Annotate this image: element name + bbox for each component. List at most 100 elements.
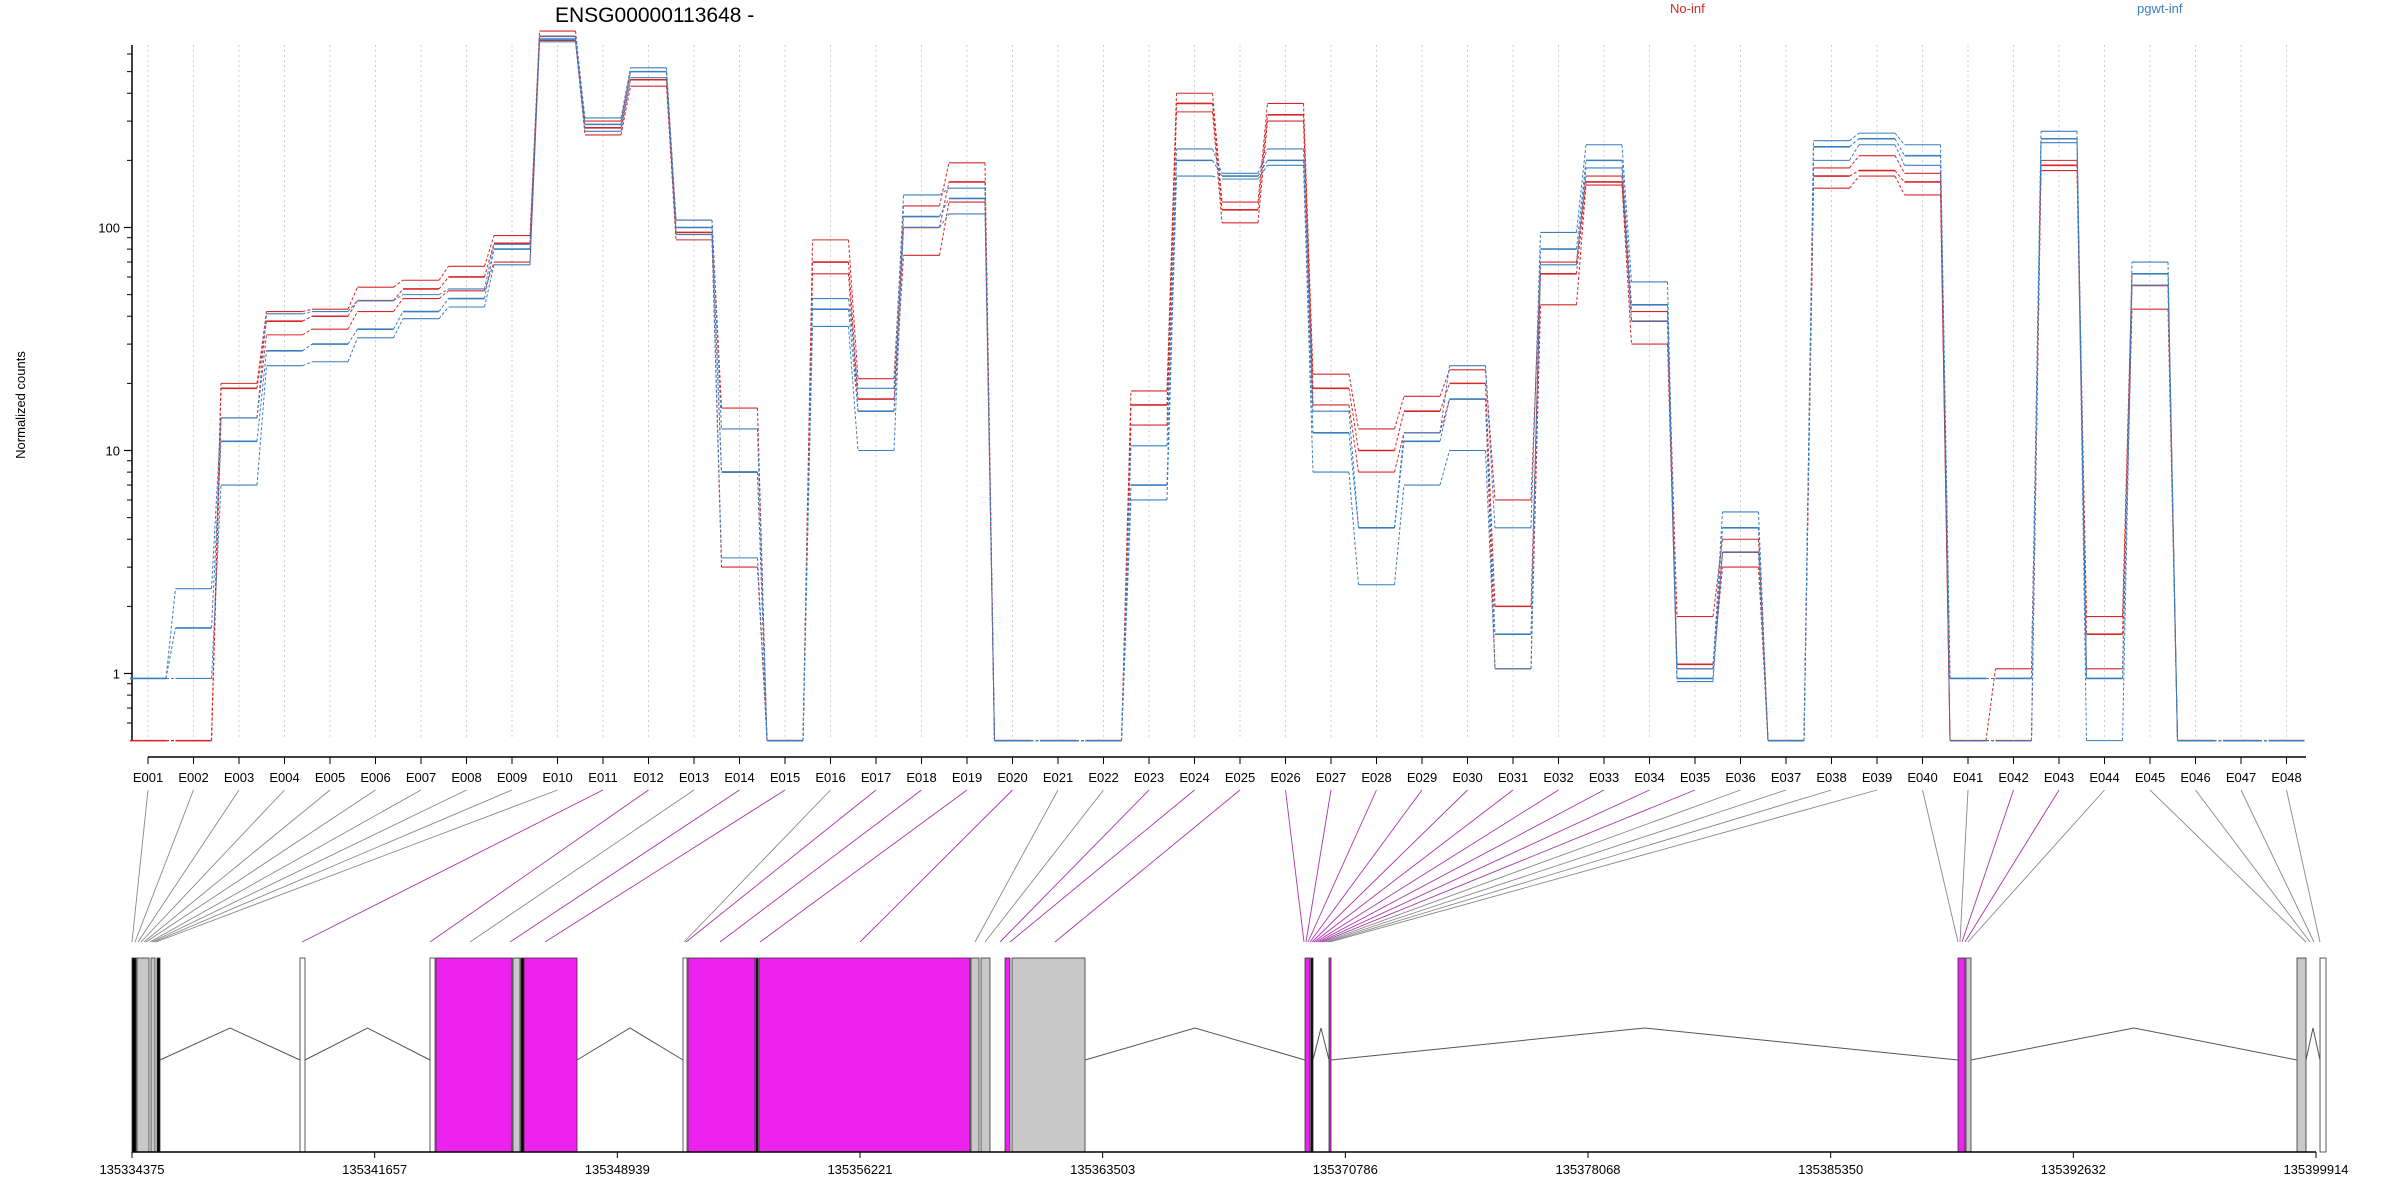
connector-e038 [1327, 789, 1832, 943]
connector-e009 [153, 789, 513, 943]
exon-tick-label: E044 [2089, 770, 2119, 785]
connector-e011 [301, 789, 604, 943]
intron-line [1330, 1027, 1959, 1061]
exon-block [1004, 957, 1011, 1153]
exon-tick-label: E006 [360, 770, 390, 785]
exon-block [1310, 957, 1314, 1153]
exon-tick-label: E030 [1452, 770, 1482, 785]
genomic-tick-label: 135363503 [1070, 1162, 1135, 1177]
exon-block [523, 957, 578, 1153]
connector-e042 [1961, 789, 2014, 943]
exon-tick-label: E026 [1270, 770, 1300, 785]
series-pgwt-inf [130, 35, 2305, 742]
series-pgwt-inf-high-connector [165, 36, 2269, 742]
exon-tick-label: E014 [724, 770, 754, 785]
exon-tick-label: E009 [497, 770, 527, 785]
connector-e005 [143, 789, 331, 943]
exon-tick-label: E003 [224, 770, 254, 785]
connector-e020 [859, 789, 1013, 943]
y-tick-label: 10 [106, 444, 120, 459]
series-pgwt-inf-values-connector [165, 38, 2269, 742]
exon-tick-label: E040 [1907, 770, 1937, 785]
y-axis-label: Normalized counts [13, 351, 28, 459]
exon-tick-label: E041 [1953, 770, 1983, 785]
exon-tick-label: E013 [679, 770, 709, 785]
connector-e024 [1009, 789, 1195, 943]
exon-tick-label: E036 [1725, 770, 1755, 785]
exon-tick-label: E016 [815, 770, 845, 785]
connector-e036 [1323, 789, 1741, 943]
connector-e041 [1959, 789, 1969, 943]
connector-e037 [1325, 789, 1787, 943]
exon-block [131, 957, 137, 1153]
connector-e033 [1317, 789, 1605, 943]
connector-e015 [544, 789, 786, 943]
y-tick-label: 1 [113, 667, 120, 682]
intron-line [1084, 1027, 1306, 1061]
connector-e014 [509, 789, 740, 943]
exon-block [512, 957, 521, 1153]
connector-e045 [2149, 789, 2307, 943]
exon-block [150, 957, 156, 1153]
connector-e007 [149, 789, 422, 943]
genomic-axis: 135334375 135341657 135348939 135356221 1353… [99, 1151, 2349, 1177]
exon-block [1011, 957, 1086, 1153]
exon-tick-label: E005 [315, 770, 345, 785]
connector-e002 [134, 789, 194, 943]
connector-e004 [140, 789, 285, 943]
connector-e008 [151, 789, 467, 943]
exon-block [520, 957, 525, 1153]
exon-tick-label: E046 [2180, 770, 2210, 785]
connector-e032 [1315, 789, 1559, 943]
connector-e028 [1307, 789, 1377, 943]
exon-tick-label: E019 [952, 770, 982, 785]
exon-block [1965, 957, 1972, 1153]
exon-tick-label: E038 [1816, 770, 1846, 785]
connector-e025 [1054, 789, 1241, 943]
connector-e003 [137, 789, 240, 943]
genomic-tick-label: 135370786 [1313, 1162, 1378, 1177]
connector-e013 [469, 789, 695, 943]
connector-e017 [685, 789, 877, 943]
connector-e010 [155, 789, 558, 943]
intron-line [2305, 1027, 2321, 1061]
series-lines [130, 30, 2305, 742]
exon-tick-label: E018 [906, 770, 936, 785]
exon-block [980, 957, 991, 1153]
genomic-tick-label: 135378068 [1555, 1162, 1620, 1177]
exon-block [299, 957, 306, 1153]
exon-tick-label: E001 [133, 770, 163, 785]
chart-title: ENSG00000113648 - [555, 4, 754, 27]
connector-e029 [1309, 789, 1423, 943]
genomic-tick-label: 135341657 [342, 1162, 407, 1177]
exon-tick-label: E002 [178, 770, 208, 785]
exon-block [1957, 957, 1966, 1153]
intron-line [1312, 1027, 1330, 1061]
exon-tick-label: E008 [451, 770, 481, 785]
series-no-inf-values-connector [166, 36, 2269, 742]
exon-tick-label: E028 [1361, 770, 1391, 785]
exon-tick-label: E031 [1498, 770, 1528, 785]
connector-e035 [1321, 789, 1696, 943]
legend-entry-no-inf: No-inf [1670, 1, 1705, 16]
exon-block [970, 957, 980, 1153]
exon-tick-label: E032 [1543, 770, 1573, 785]
exon-tick-label: E033 [1589, 770, 1619, 785]
genomic-tick-label: 135348939 [585, 1162, 650, 1177]
y-tick-label: 100 [98, 221, 120, 236]
connector-e006 [145, 789, 376, 943]
exon-tick-label: E023 [1134, 770, 1164, 785]
connector-e043 [1964, 789, 2060, 943]
exon-block [136, 957, 150, 1153]
exon-tick-label: E027 [1316, 770, 1346, 785]
exon-tick-label: E012 [633, 770, 663, 785]
connector-e034 [1319, 789, 1650, 943]
exon-tick-label: E010 [542, 770, 572, 785]
connector-e027 [1305, 789, 1332, 943]
exon-tick-label: E045 [2135, 770, 2165, 785]
genomic-tick-label: 135356221 [827, 1162, 892, 1177]
connector-e047 [2240, 789, 2315, 943]
exon-tick-label: E004 [269, 770, 299, 785]
exon-tick-label: E043 [2044, 770, 2074, 785]
connector-e040 [1922, 789, 1959, 943]
